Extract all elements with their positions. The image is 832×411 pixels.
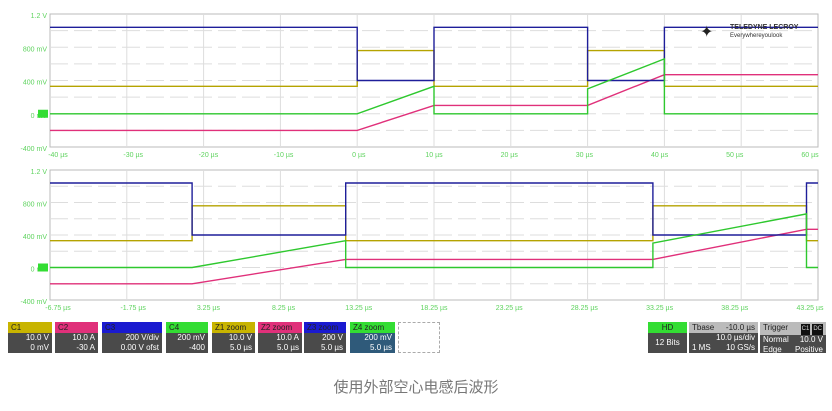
x-tick-label: -20 µs xyxy=(199,152,219,159)
x-tick-label: -40 µs xyxy=(48,152,68,159)
trigger-mode: Normal xyxy=(763,335,789,344)
channel-descriptor-c3[interactable]: C3 200 V/div 0.00 V ofst xyxy=(102,322,162,353)
x-tick-label: -10 µs xyxy=(274,152,294,159)
trigger-type: Edge xyxy=(763,345,782,354)
x-tick-label: -30 µs xyxy=(123,152,143,159)
hd-label: HD xyxy=(648,322,687,333)
trigger-channel: C1 xyxy=(800,324,811,335)
channel-label: C3 xyxy=(102,322,162,333)
trace-c2 xyxy=(50,228,818,285)
channel-label: Z3 zoom xyxy=(304,322,346,333)
channel-descriptor-c4[interactable]: C4 200 mV -400 xyxy=(166,322,208,353)
empty-descriptor-slot[interactable] xyxy=(398,322,440,353)
y-tick-label: -400 mV xyxy=(21,146,48,153)
x-tick-label: 28.25 µs xyxy=(571,305,598,312)
x-tick-label: 50 µs xyxy=(726,152,744,159)
trigger-slope: Positive xyxy=(794,345,823,354)
x-tick-label: 8.25 µs xyxy=(272,305,296,312)
channel-label: Z2 zoom xyxy=(258,322,302,333)
x-tick-label: 38.25 µs xyxy=(721,305,748,312)
x-tick-label: 20 µs xyxy=(501,152,519,159)
x-tick-label: 3.25 µs xyxy=(197,305,221,312)
channel-scale: 10.0 V xyxy=(228,333,252,342)
x-tick-label: 0 µs xyxy=(352,152,366,159)
x-tick-label: 23.25 µs xyxy=(496,305,523,312)
channel-label: Z4 zoom xyxy=(350,322,395,333)
tbase-div: 10.0 µs/div xyxy=(716,333,755,342)
x-tick-label: -6.75 µs xyxy=(45,305,71,312)
tbase-delay: -10.0 µs xyxy=(725,323,755,332)
channel-descriptor-z1-zoom[interactable]: Z1 zoom 10.0 V 5.0 µs xyxy=(212,322,255,353)
x-tick-label: -1.75 µs xyxy=(120,305,146,312)
x-tick-label: 13.25 µs xyxy=(345,305,372,312)
y-tick-label: 800 mV xyxy=(23,202,47,209)
channel-scale: 10.0 A xyxy=(276,333,299,342)
figure-caption: 使用外部空心电感后波形 xyxy=(333,378,499,396)
x-tick-label: 33.25 µs xyxy=(646,305,673,312)
hd-box[interactable]: HD 12 Bits xyxy=(648,322,687,353)
channel-descriptor-z3-zoom[interactable]: Z3 zoom 200 V 5.0 µs xyxy=(304,322,346,353)
channel-descriptor-c2[interactable]: C2 10.0 A -30 A xyxy=(55,322,98,353)
trigger-label: Trigger xyxy=(763,323,789,332)
x-tick-label: 43.25 µs xyxy=(797,305,824,312)
y-tick-label: 400 mV xyxy=(23,80,47,87)
x-tick-label: 40 µs xyxy=(651,152,669,159)
c4-ground-marker xyxy=(38,109,48,118)
channel-scale: 200 mV xyxy=(364,333,392,342)
channel-scale: 10.0 A xyxy=(72,333,95,342)
trigger-box[interactable]: Trigger C1 DC Normal 10.0 V Edge Positive xyxy=(760,322,826,354)
trigger-coupling: DC xyxy=(812,324,823,335)
trigger-level: 10.0 V xyxy=(799,335,823,344)
channel-scale: 200 V/div xyxy=(125,333,159,342)
trace-c3 xyxy=(50,182,818,236)
hd-bits: 12 Bits xyxy=(648,333,687,353)
channel-offset: 0.00 V ofst xyxy=(120,343,159,352)
channel-offset: 5.0 µs xyxy=(370,343,392,352)
trace-c3 xyxy=(50,26,818,82)
y-tick-label: 800 mV xyxy=(23,46,47,53)
channel-scale: 200 V xyxy=(322,333,343,342)
channel-offset: 5.0 µs xyxy=(321,343,343,352)
tbase-points: 1 MS xyxy=(692,343,711,352)
channel-offset: 5.0 µs xyxy=(277,343,299,352)
channel-offset: 5.0 µs xyxy=(230,343,252,352)
channel-label: C2 xyxy=(55,322,98,333)
y-tick-label: 400 mV xyxy=(23,234,47,241)
channel-descriptor-z4-zoom[interactable]: Z4 zoom 200 mV 5.0 µs xyxy=(350,322,395,353)
channel-descriptor-z2-zoom[interactable]: Z2 zoom 10.0 A 5.0 µs xyxy=(258,322,302,353)
x-tick-label: 10 µs xyxy=(425,152,443,159)
c4-ground-marker xyxy=(38,263,48,272)
tbase-rate: 10 GS/s xyxy=(726,343,755,352)
x-tick-label: 30 µs xyxy=(576,152,594,159)
trace-c2 xyxy=(50,73,818,132)
trace-c4 xyxy=(50,213,818,269)
tbase-label: Tbase xyxy=(692,323,715,332)
x-tick-label: 60 µs xyxy=(801,152,819,159)
channel-offset: 0 mV xyxy=(30,343,49,352)
timebase-box[interactable]: Tbase -10.0 µs 10.0 µs/div 1 MS 10 GS/s xyxy=(689,322,758,353)
channel-label: Z1 zoom xyxy=(212,322,255,333)
channel-offset: -400 xyxy=(188,343,205,352)
channel-offset: -30 A xyxy=(76,343,95,352)
channel-scale: 10.0 V xyxy=(25,333,49,342)
y-tick-label: 1.2 V xyxy=(31,169,48,176)
channel-label: C4 xyxy=(166,322,208,333)
y-tick-label: 1.2 V xyxy=(31,13,48,20)
trace-c4 xyxy=(50,57,818,115)
channel-label: C1 xyxy=(8,322,52,333)
channel-scale: 200 mV xyxy=(177,333,205,342)
x-tick-label: 18.25 µs xyxy=(421,305,448,312)
y-tick-label: -400 mV xyxy=(21,299,48,306)
